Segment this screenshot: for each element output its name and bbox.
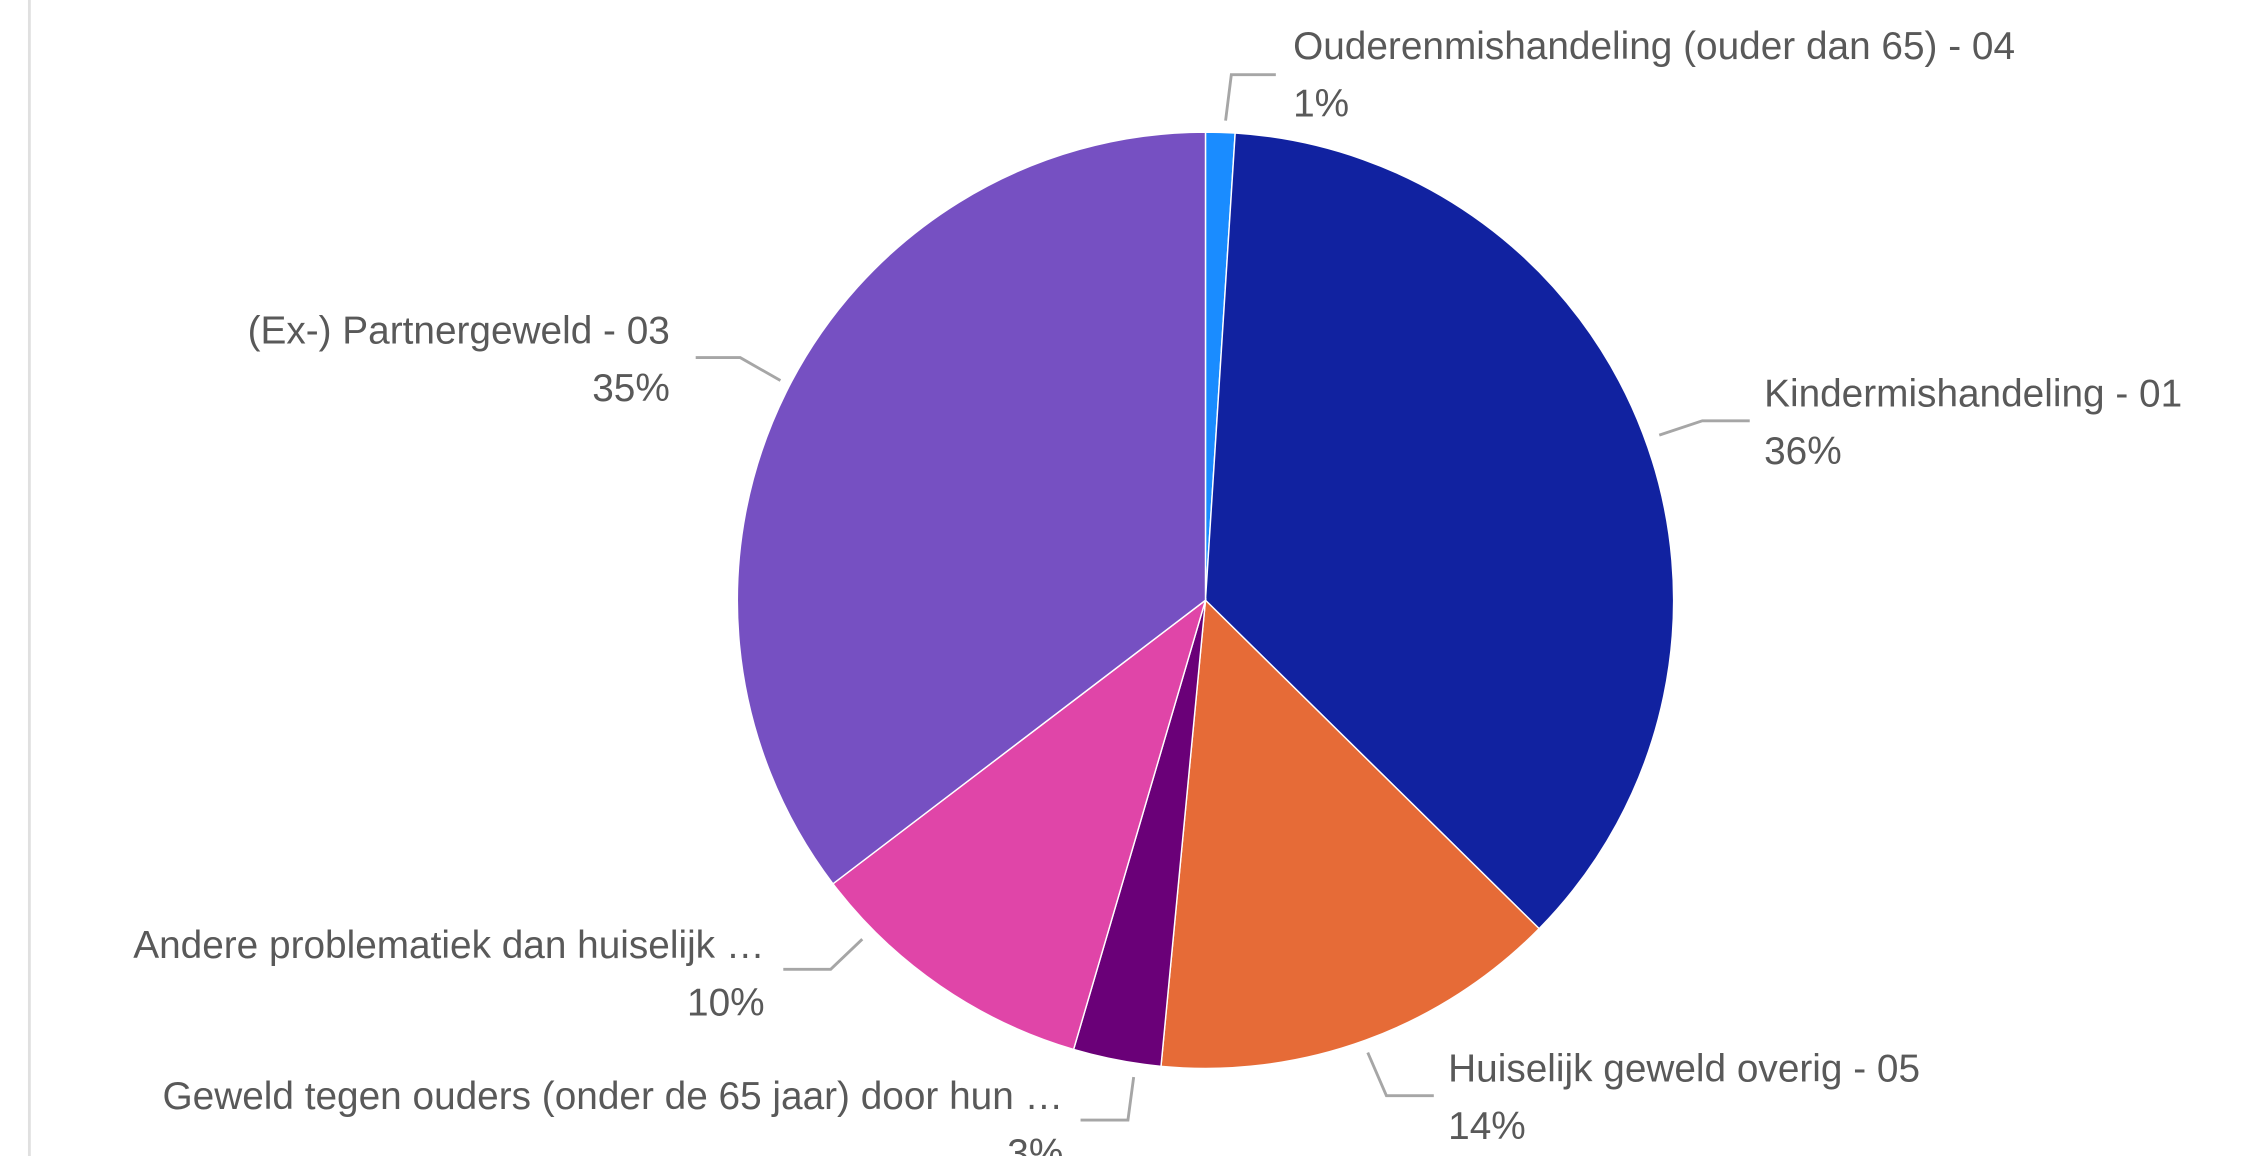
pie-slice — [1204, 132, 1675, 930]
slice-label: Huiselijk geweld overig - 05 — [1448, 1048, 1920, 1091]
pie-slice — [831, 598, 1207, 1051]
slice-value-label: 1% — [1293, 83, 1349, 126]
slice-label: Geweld tegen ouders (onder de 65 jaar) d… — [163, 1075, 1064, 1118]
slice-value-label: 36% — [1764, 430, 1842, 473]
slice-value-label: 35% — [592, 367, 670, 410]
leader-line — [1658, 419, 1750, 437]
leader-line — [1080, 1076, 1136, 1122]
slice-value-label: 3% — [1007, 1132, 1063, 1156]
leader-line — [1366, 1052, 1434, 1098]
slice-value-label: 14% — [1448, 1105, 1526, 1148]
slice-label: Ouderenmishandeling (ouder dan 65) - 04 — [1293, 25, 2015, 68]
slice-value-label: 10% — [687, 981, 765, 1024]
slice-label: Andere problematiek dan huiselijk … — [133, 924, 764, 967]
slice-label: (Ex-) Partnergeweld - 03 — [248, 309, 670, 352]
leader-line — [695, 356, 782, 382]
pie-slice — [736, 131, 1207, 885]
leader-line — [1224, 73, 1276, 121]
pie-slice — [1160, 598, 1541, 1070]
slice-label: Kindermishandeling - 01 — [1764, 373, 2182, 416]
leader-line — [783, 938, 864, 971]
